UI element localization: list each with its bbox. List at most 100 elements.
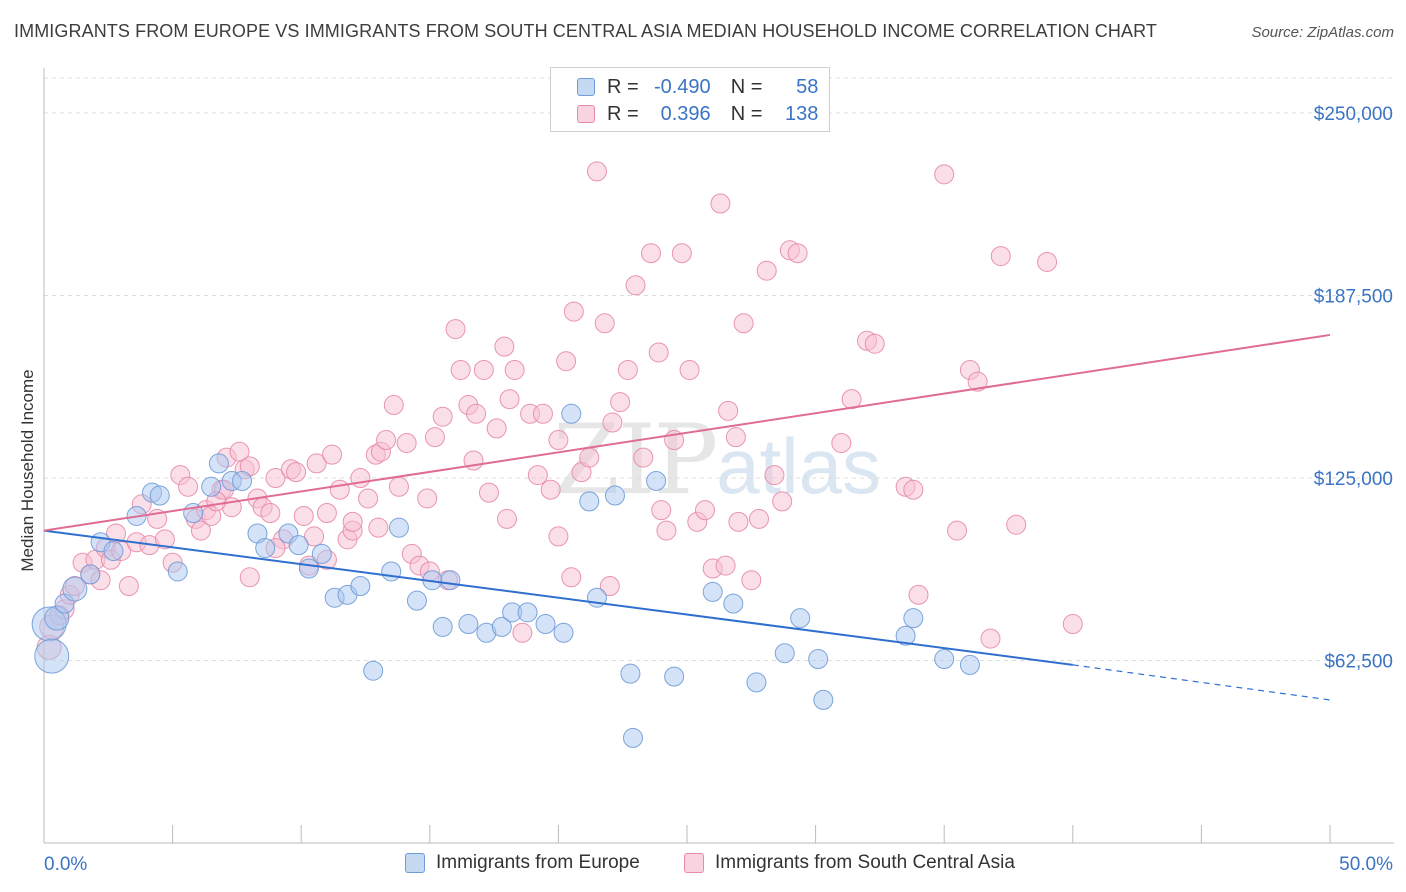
data-point-asia	[764, 465, 785, 486]
bottom-legend-label-europe: Immigrants from Europe	[436, 852, 640, 873]
data-point-europe	[311, 543, 332, 564]
data-point-asia	[625, 275, 646, 296]
data-point-asia	[725, 427, 746, 448]
trend-line-europe-extension	[1072, 664, 1331, 701]
data-point-asia	[304, 526, 325, 547]
data-point-asia	[947, 520, 968, 541]
data-point-europe	[517, 602, 538, 623]
legend-n-label: N =	[730, 75, 763, 98]
data-point-asia	[561, 567, 582, 588]
data-point-asia	[417, 488, 438, 509]
data-point-europe	[432, 616, 453, 637]
legend-n-value: 138	[785, 102, 819, 125]
correlation-legend: R = -0.490 N = 58 R = 0.396 N = 138	[550, 67, 830, 132]
data-point-asia	[178, 476, 199, 497]
data-point-asia	[473, 359, 494, 380]
bottom-legend-asia: Immigrants from South Central Asia	[684, 852, 1015, 874]
data-point-asia	[486, 418, 507, 439]
data-point-europe	[201, 476, 222, 497]
data-point-europe	[298, 558, 319, 579]
data-point-asia	[695, 500, 716, 521]
legend-row-asia: R = 0.396 N = 138	[551, 101, 818, 127]
data-point-europe	[62, 576, 88, 602]
data-point-asia	[376, 430, 397, 451]
data-point-europe	[774, 643, 795, 664]
data-point-asia	[350, 468, 371, 489]
data-point-asia	[671, 243, 692, 264]
data-point-asia	[239, 567, 260, 588]
legend-r-label: R =	[607, 102, 639, 125]
data-point-asia	[432, 406, 453, 427]
data-point-asia	[329, 479, 350, 500]
legend-r-label: R =	[607, 75, 639, 98]
trend-line-europe	[43, 529, 1073, 666]
data-point-asia	[358, 488, 379, 509]
data-point-europe	[895, 625, 916, 646]
data-point-europe	[646, 470, 667, 491]
data-point-europe	[723, 593, 744, 614]
data-point-asia	[322, 444, 343, 465]
data-point-europe	[288, 535, 309, 556]
data-point-asia	[787, 243, 808, 264]
data-point-asia	[772, 491, 793, 512]
data-point-asia	[679, 359, 700, 380]
data-point-asia	[286, 462, 307, 483]
data-point-europe	[604, 485, 625, 506]
data-point-asia	[424, 427, 445, 448]
data-point-asia	[563, 301, 584, 322]
data-point-europe	[167, 561, 188, 582]
data-point-europe	[790, 608, 811, 629]
bottom-legend-label-asia: Immigrants from South Central Asia	[715, 852, 1015, 873]
data-point-asia	[532, 403, 553, 424]
axes	[43, 68, 1394, 844]
trend-lines	[43, 333, 1331, 701]
data-point-asia	[388, 476, 409, 497]
data-point-asia	[306, 453, 327, 474]
data-point-asia	[579, 447, 600, 468]
data-point-europe	[535, 614, 556, 635]
data-point-europe	[149, 485, 170, 506]
data-point-asia	[967, 371, 988, 392]
data-point-asia	[527, 465, 548, 486]
data-point-europe	[208, 453, 229, 474]
series-europe	[31, 403, 980, 748]
trend-line-asia	[43, 333, 1331, 532]
data-point-asia	[640, 243, 661, 264]
data-point-asia	[934, 164, 955, 185]
data-point-asia	[599, 576, 620, 597]
data-point-asia	[648, 342, 669, 363]
data-point-asia	[342, 511, 363, 532]
data-point-asia	[548, 526, 569, 547]
data-point-asia	[118, 576, 139, 597]
data-point-asia	[990, 246, 1011, 267]
x-tick-label: 50.0%	[1339, 854, 1393, 875]
data-point-europe	[553, 622, 574, 643]
chart-title: IMMIGRANTS FROM EUROPE VS IMMIGRANTS FRO…	[14, 21, 1157, 41]
data-point-asia	[383, 395, 404, 416]
data-point-asia	[651, 500, 672, 521]
legend-swatch-europe	[577, 78, 595, 96]
y-tick-label: $187,500	[1314, 287, 1393, 308]
series-south-central-asia	[36, 161, 1083, 660]
data-point-asia	[1037, 251, 1058, 272]
data-point-europe	[620, 663, 641, 684]
legend-n-value: 58	[796, 75, 819, 98]
data-point-asia	[710, 193, 731, 214]
data-point-asia	[260, 503, 281, 524]
data-point-asia	[293, 505, 314, 526]
data-point-europe	[80, 564, 101, 585]
data-point-asia	[154, 529, 175, 550]
data-point-asia	[556, 351, 577, 372]
data-point-asia	[756, 260, 777, 281]
data-point-europe	[903, 608, 924, 629]
data-point-asia	[610, 392, 631, 413]
data-point-asia	[617, 359, 638, 380]
data-point-europe	[388, 517, 409, 538]
data-point-asia	[1062, 614, 1083, 635]
data-point-asia	[586, 161, 607, 182]
data-point-europe	[34, 638, 70, 674]
data-point-europe	[561, 403, 582, 424]
data-point-asia	[450, 359, 471, 380]
data-point-europe	[746, 672, 767, 693]
